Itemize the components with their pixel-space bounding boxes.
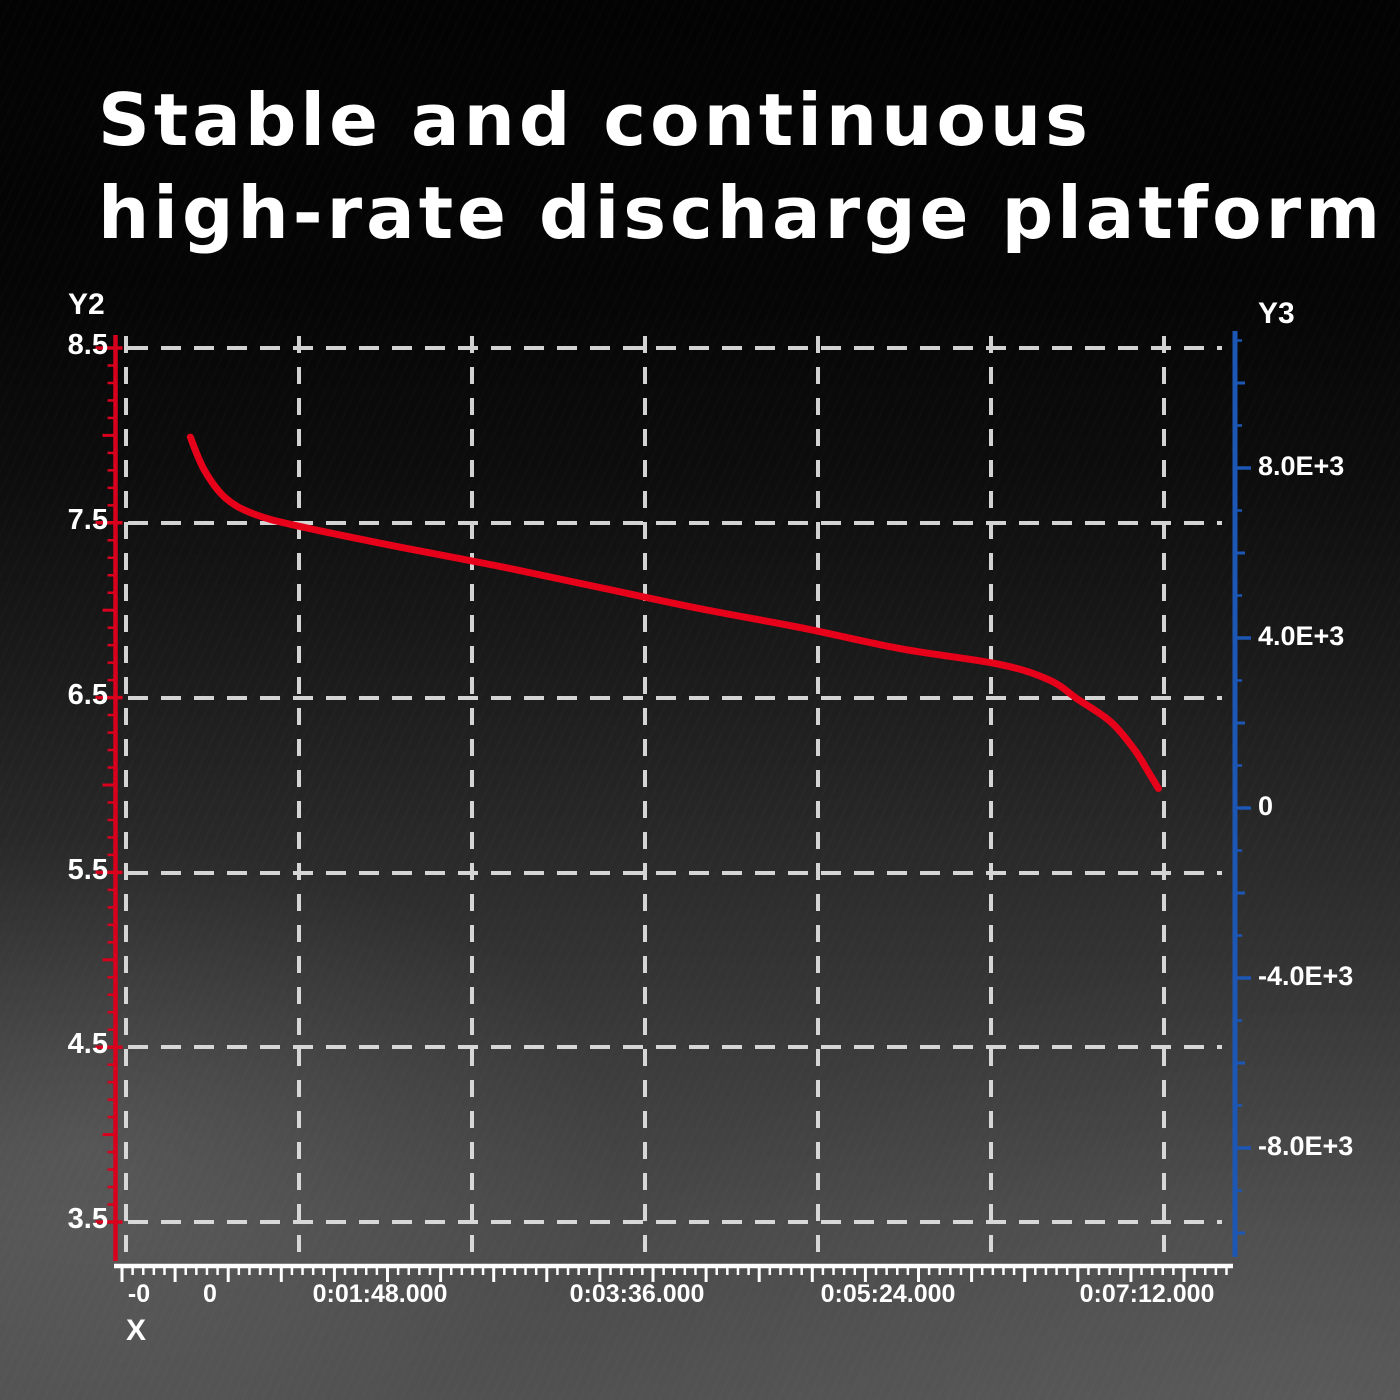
y3-tick-label: -8.0E+3 <box>1258 1131 1354 1161</box>
y3-tick-label: 0 <box>1258 791 1274 821</box>
page-title: Stable and continuous high-rate discharg… <box>98 74 1384 260</box>
title-line-2: high-rate discharge platform <box>98 171 1385 255</box>
y2-tick-label: 3.5 <box>67 1203 108 1235</box>
y3-tick-label: -4.0E+3 <box>1258 961 1354 991</box>
left-axis-y2 <box>95 335 123 1261</box>
y2-tick-label: 5.5 <box>67 854 108 886</box>
x-tick-label: 0:05:24.000 <box>820 1280 956 1308</box>
y2-tick-label: 4.5 <box>67 1028 108 1060</box>
x-tick-label: 0 <box>203 1280 217 1308</box>
y2-tick-label: 6.5 <box>67 679 108 711</box>
x-axis-title: X <box>126 1314 147 1347</box>
discharge-curve-path <box>186 433 1162 792</box>
right-axis-y3 <box>1232 331 1251 1257</box>
y2-tick-label: 7.5 <box>67 504 108 536</box>
y3-tick-label: 8.0E+3 <box>1258 451 1345 481</box>
left-axis-title: Y2 <box>68 288 105 321</box>
discharge-curve <box>186 433 1162 792</box>
x-axis <box>114 1263 1233 1282</box>
right-axis-title: Y3 <box>1258 297 1295 330</box>
y2-tick-label: 8.5 <box>67 329 108 361</box>
x-tick-label: -0 <box>127 1280 151 1308</box>
y3-tick-label: 4.0E+3 <box>1258 621 1345 651</box>
x-tick-label: 0:03:36.000 <box>569 1280 705 1308</box>
x-tick-label: 0:07:12.000 <box>1079 1280 1215 1308</box>
grid-lines <box>124 336 1222 1263</box>
x-tick-label: 0:01:48.000 <box>312 1280 448 1308</box>
title-line-1: Stable and continuous <box>98 78 1093 162</box>
